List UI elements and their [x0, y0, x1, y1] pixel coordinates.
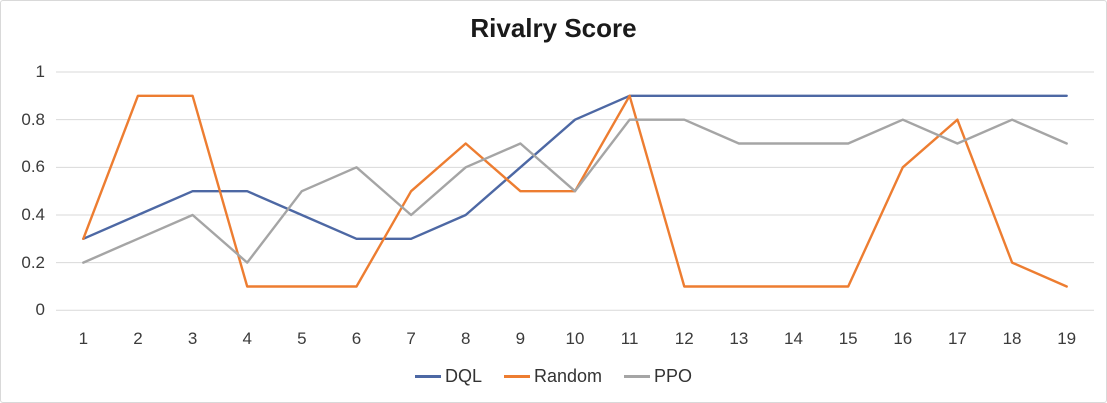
legend: DQL Random PPO: [1, 366, 1106, 387]
x-tick-label: 18: [1002, 329, 1022, 348]
x-tick-label: 12: [674, 329, 694, 348]
y-tick-label: 0: [35, 300, 45, 320]
legend-line-swatch: [414, 375, 441, 378]
legend-item-ppo: PPO: [624, 366, 692, 387]
legend-label: Random: [533, 366, 603, 386]
legend-label: PPO: [654, 366, 693, 386]
y-tick-label: 0.8: [21, 109, 45, 129]
y-tick-label: 0.4: [21, 204, 45, 224]
series-line-ppo: [82, 118, 1068, 264]
x-tick-label: 7: [406, 329, 416, 348]
x-tick-label: 17: [947, 329, 967, 348]
x-tick-label: 16: [893, 329, 913, 348]
x-tick-label: 9: [515, 329, 526, 348]
legend-label: DQL: [444, 366, 482, 386]
x-tick-label: 19: [1057, 329, 1077, 348]
series-line-dql: [82, 94, 1068, 241]
y-tick-label: 0.2: [21, 252, 45, 272]
legend-line-swatch: [503, 375, 530, 378]
legend-item-dql: DQL: [414, 366, 482, 387]
legend-line-swatch: [624, 375, 651, 378]
x-tick-label: 3: [187, 329, 198, 348]
x-tick-label: 5: [297, 329, 307, 348]
x-tick-label: 13: [729, 329, 749, 348]
chart-title: Rivalry Score: [470, 13, 637, 43]
x-tick-label: 10: [565, 329, 585, 348]
y-tick-label: 0.6: [21, 157, 45, 177]
y-tick-label: 1: [35, 62, 45, 81]
x-tick-label: 1: [78, 329, 89, 348]
x-tick-label: 2: [133, 329, 143, 348]
legend-item-random: Random: [503, 366, 603, 387]
x-tick-label: 15: [838, 329, 858, 348]
x-tick-label: 11: [620, 329, 639, 348]
x-tick-label: 4: [242, 329, 252, 348]
x-tick-label: 8: [461, 329, 471, 348]
x-tick-label: 6: [351, 329, 362, 348]
x-tick-label: 14: [784, 329, 803, 348]
